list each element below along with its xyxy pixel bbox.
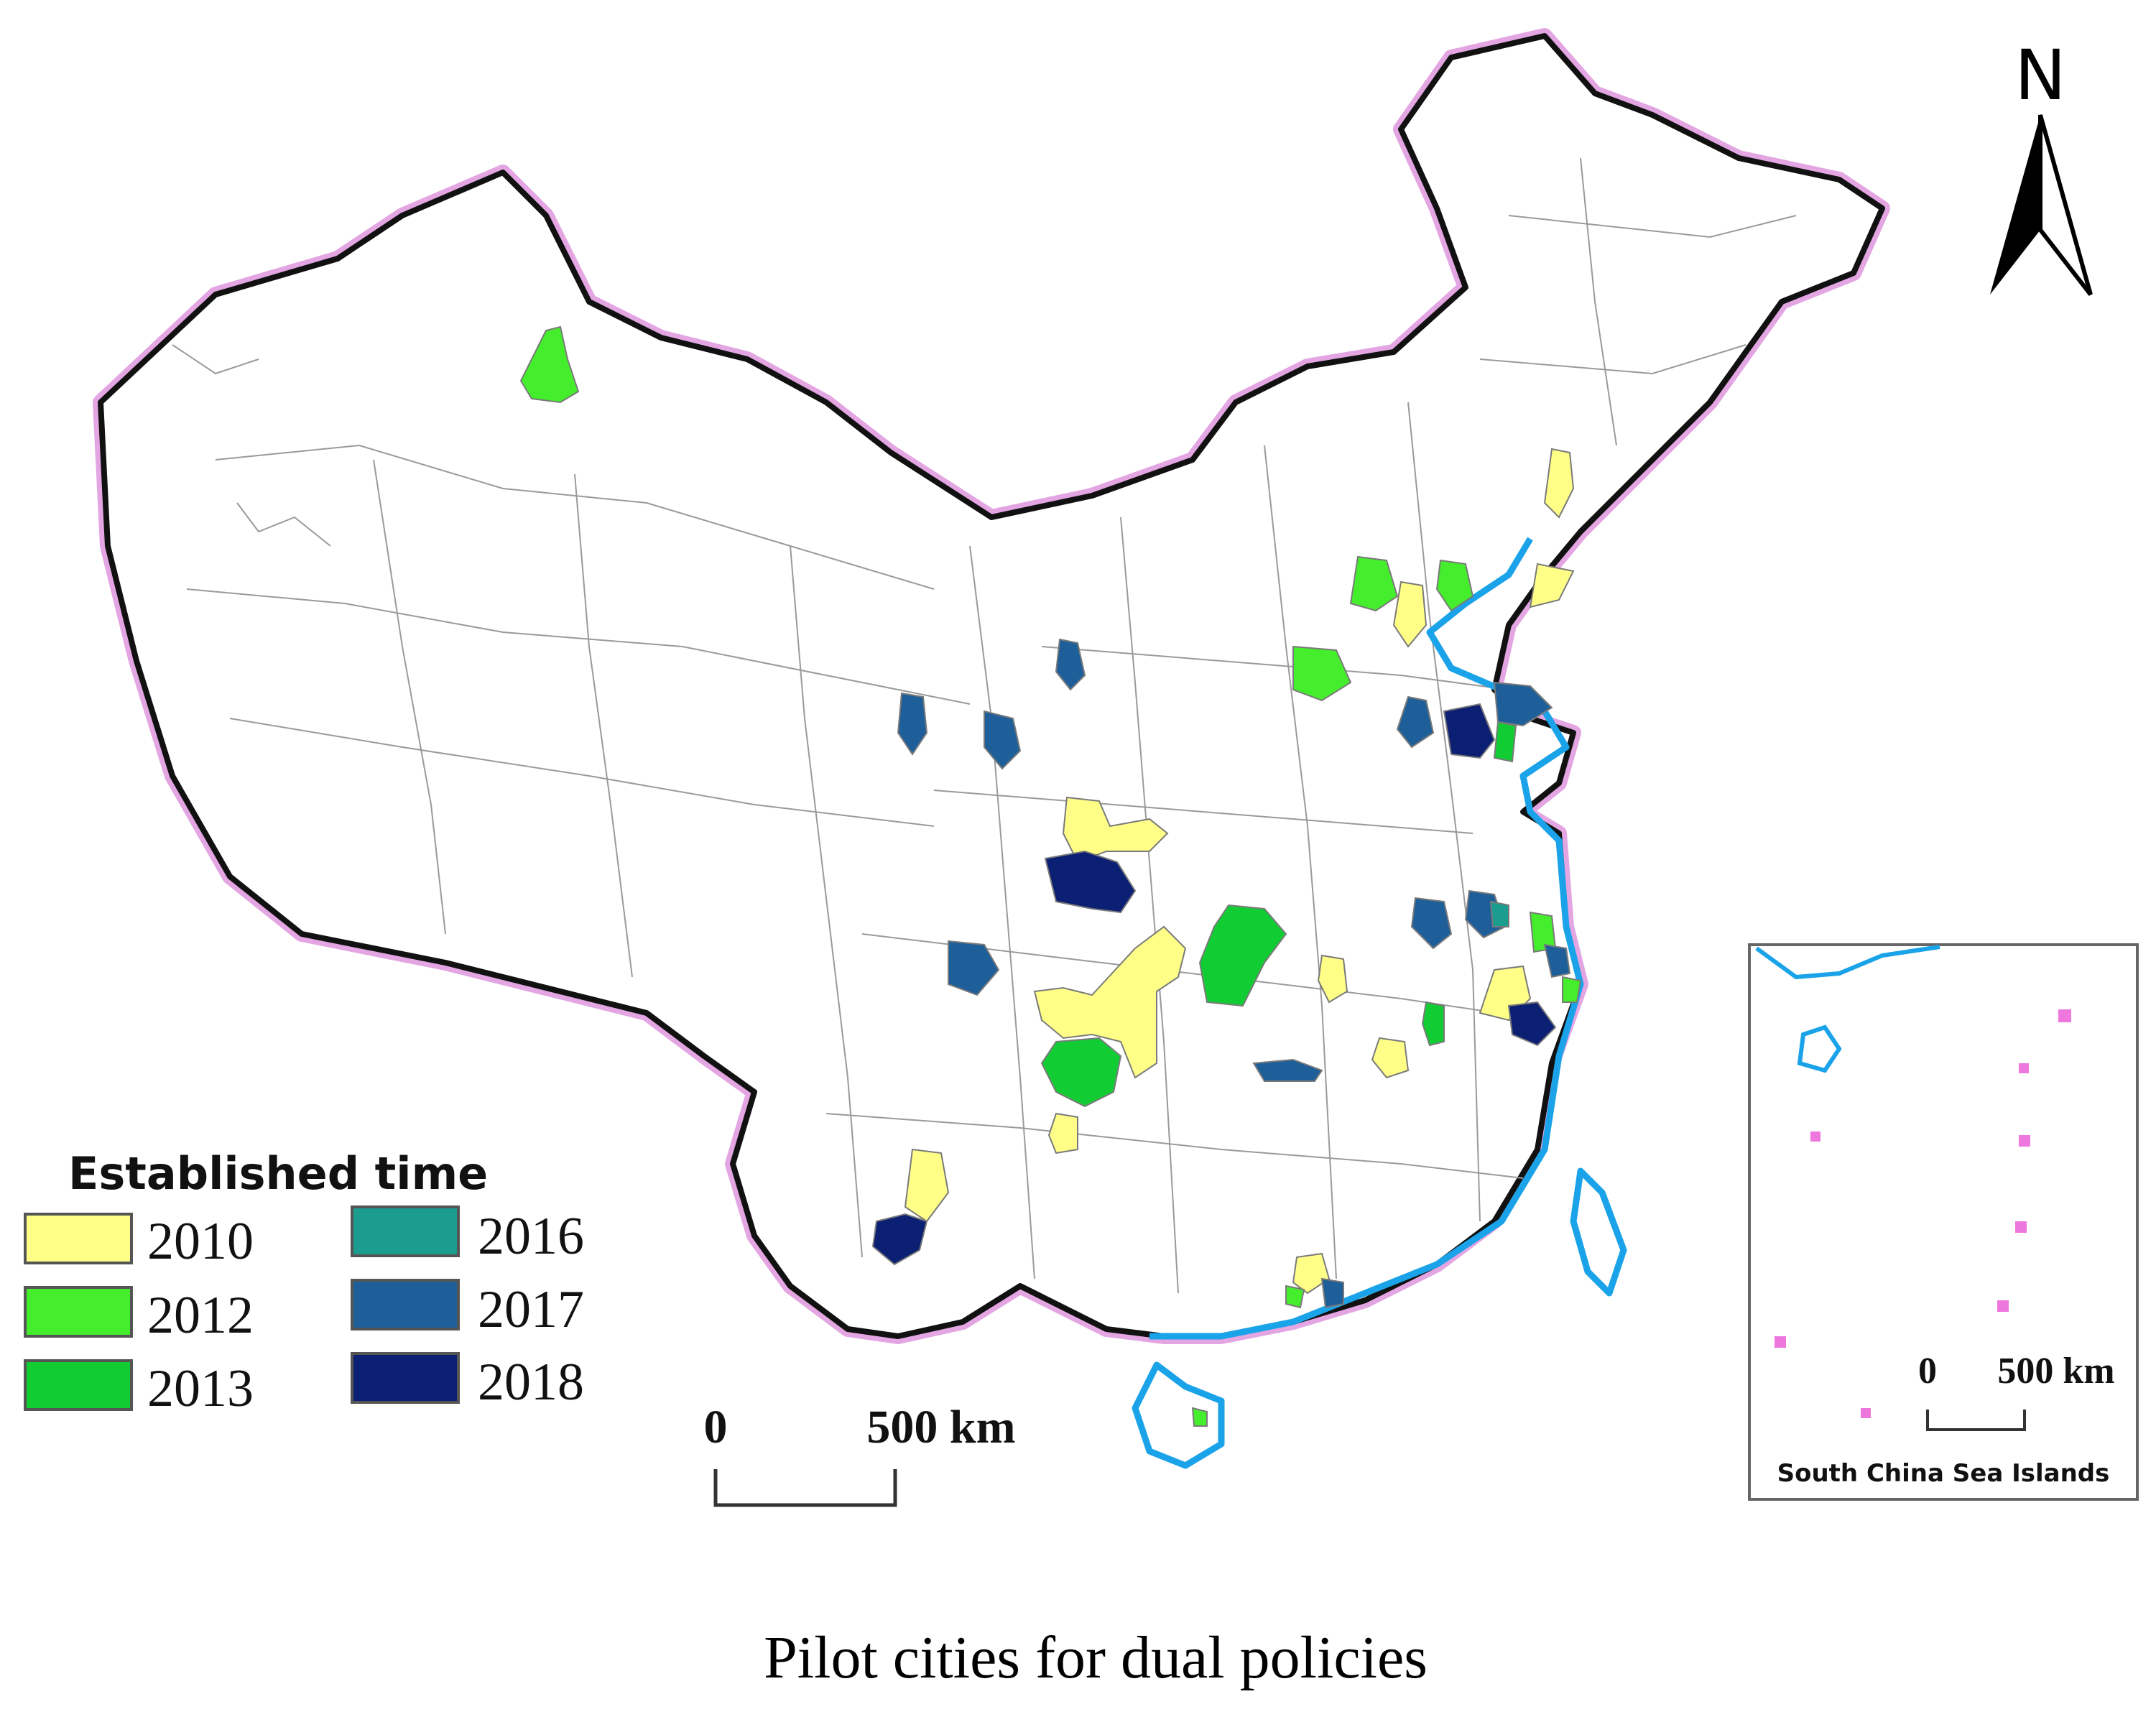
city-2012-guangxi	[1285, 1285, 1305, 1309]
city-2018-shandong	[1443, 703, 1496, 759]
city-2016-anhui	[1489, 900, 1509, 927]
inset-title: South China Sea Islands	[1777, 1459, 2110, 1488]
city-2012-shanxi	[1292, 645, 1352, 702]
legend-title: Established time	[68, 1147, 488, 1200]
inset-scale-end: 500 km	[1997, 1351, 2114, 1392]
city-2017-shandong-a	[1396, 695, 1435, 749]
legend-swatch-2012	[24, 1286, 133, 1338]
scale-bar-end: 500 km	[866, 1401, 1015, 1453]
city-2017-anhui-a	[1410, 897, 1453, 950]
city-2012-xinjiang	[519, 325, 580, 404]
city-2010-yunnan	[904, 1148, 950, 1223]
legend-swatch-2017	[351, 1279, 460, 1330]
legend-swatch-2010	[24, 1213, 133, 1264]
city-2017-shandong-b	[1493, 681, 1553, 727]
city-2013-guizhou	[1040, 1037, 1122, 1108]
legend-swatch-2016	[351, 1205, 460, 1257]
legend-swatch-2018	[351, 1352, 460, 1404]
city-2010-jiangxi	[1371, 1037, 1410, 1079]
legend-swatches	[24, 1205, 460, 1411]
figure-caption: Pilot cities for dual policies	[764, 1624, 1428, 1691]
city-2017-innermongolia	[1055, 638, 1086, 691]
legend-label-2012: 2012	[147, 1286, 254, 1345]
city-2010-guangdong	[1292, 1252, 1331, 1295]
legend-swatch-2013	[24, 1359, 133, 1411]
city-2010-hebei	[1392, 580, 1428, 648]
legend-label-2016: 2016	[478, 1207, 584, 1266]
city-2010-guizhou	[1047, 1112, 1078, 1154]
city-2013-jiangxi	[1421, 1001, 1445, 1047]
city-2017-qinghai	[897, 692, 928, 756]
scale-bar-start: 0	[704, 1401, 728, 1453]
city-2017-hunan	[1252, 1058, 1323, 1082]
city-2018-zhejiang	[1507, 1001, 1557, 1047]
north-arrow	[1990, 114, 2093, 296]
inset-scale-start: 0	[1918, 1351, 1937, 1392]
city-2012-hainan	[1191, 1407, 1208, 1427]
legend-label-2018: 2018	[478, 1353, 584, 1412]
city-2010-shaanxi	[1062, 796, 1169, 864]
legend-label-2013: 2013	[147, 1359, 254, 1418]
south-china-sea-inset	[1748, 943, 2139, 1501]
city-2013-shandong	[1493, 721, 1517, 763]
pilot-cities	[519, 325, 1582, 1427]
city-2012-shanghai	[1562, 976, 1582, 1003]
city-2010-chongqing	[1033, 925, 1187, 1079]
city-2013-hubei	[1198, 904, 1287, 1007]
country-outline	[93, 28, 1890, 1344]
city-2018-yunnan	[871, 1213, 928, 1266]
legend-label-2017: 2017	[478, 1280, 584, 1339]
city-2010-liaoning	[1543, 448, 1575, 519]
city-2017-guangdong	[1320, 1277, 1344, 1309]
legend-label-2010: 2010	[147, 1212, 254, 1271]
city-2017-gansu	[984, 710, 1022, 770]
city-2012-hebei-a	[1349, 555, 1399, 612]
city-2018-sichuan	[1044, 850, 1137, 914]
city-2010-henan	[1317, 954, 1348, 1004]
north-label: N	[2014, 35, 2066, 116]
coastline	[1132, 537, 1627, 1469]
city-2017-sichuan	[948, 940, 1000, 996]
city-2012-hebei-b	[1435, 559, 1474, 612]
scale-bar	[713, 1469, 897, 1507]
city-2010-dalian	[1529, 563, 1575, 608]
city-2017-jiangsu	[1543, 943, 1571, 978]
